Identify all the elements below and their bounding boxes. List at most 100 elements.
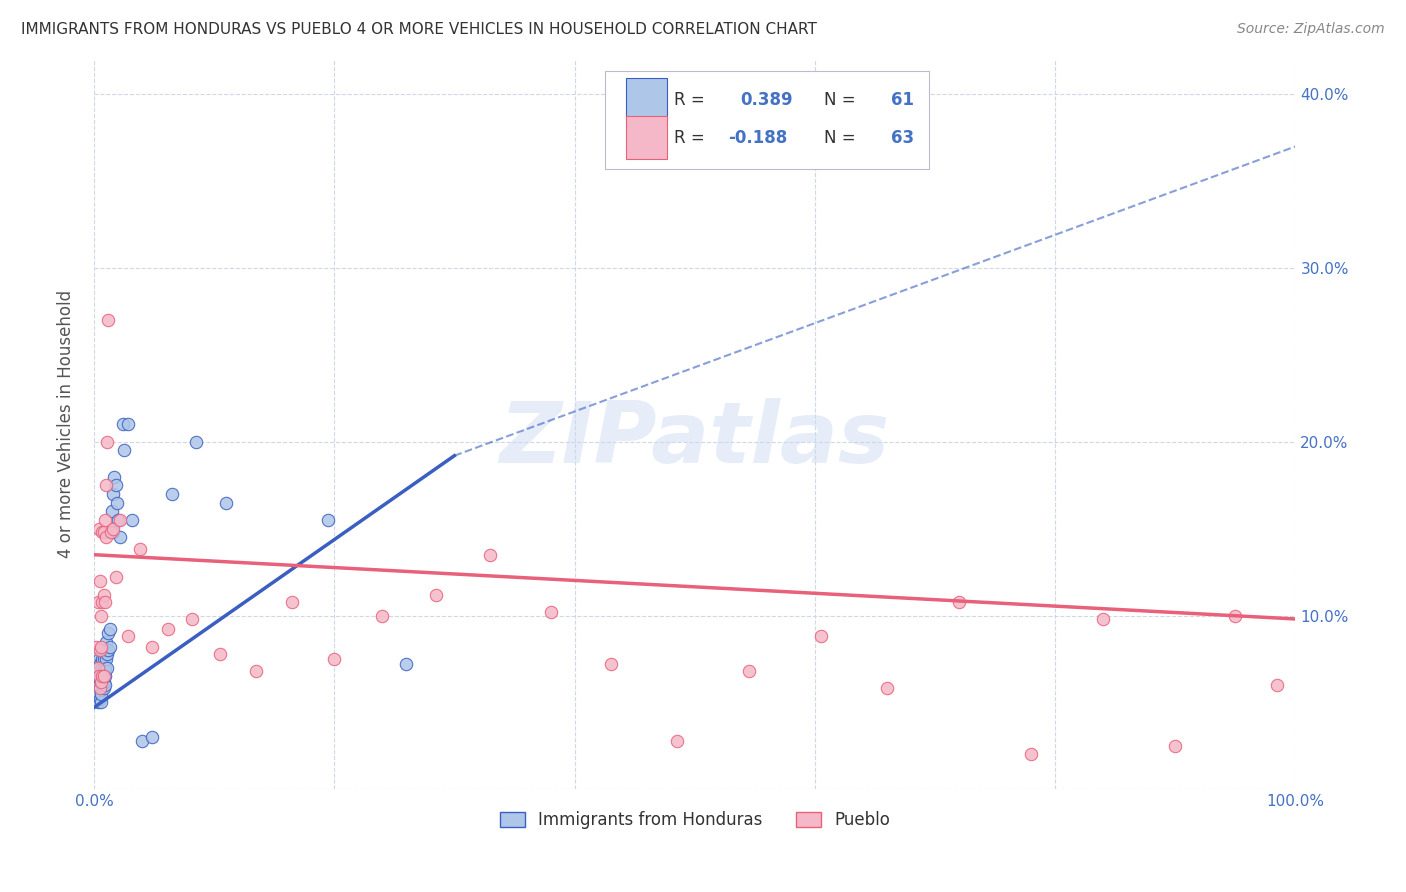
Point	[86, 657, 108, 672]
Text: -0.188: -0.188	[728, 128, 787, 146]
FancyBboxPatch shape	[626, 78, 666, 121]
Point	[86, 695, 108, 709]
Point	[91, 594, 114, 608]
Point	[87, 664, 110, 678]
Point	[540, 605, 562, 619]
Point	[93, 674, 115, 689]
Point	[395, 657, 418, 672]
Point	[104, 570, 127, 584]
Point	[157, 623, 180, 637]
Text: R =: R =	[675, 91, 710, 109]
Point	[98, 640, 121, 654]
Point	[90, 674, 112, 689]
Point	[101, 522, 124, 536]
Point	[91, 678, 114, 692]
Point	[1267, 678, 1289, 692]
Text: R =: R =	[675, 128, 710, 146]
Text: ZIPatlas: ZIPatlas	[499, 398, 890, 481]
Point	[121, 513, 143, 527]
Point	[86, 640, 108, 654]
Point	[117, 417, 139, 432]
Point	[97, 625, 120, 640]
Point	[91, 669, 114, 683]
Point	[86, 674, 108, 689]
Point	[181, 612, 204, 626]
Point	[89, 669, 111, 683]
Point	[101, 525, 124, 540]
Point	[91, 525, 114, 540]
Point	[1164, 739, 1187, 753]
Text: N =: N =	[824, 128, 862, 146]
Point	[89, 681, 111, 696]
Point	[1092, 612, 1115, 626]
Point	[665, 733, 688, 747]
Point	[94, 643, 117, 657]
Point	[141, 730, 163, 744]
Point	[948, 594, 970, 608]
Point	[93, 594, 115, 608]
Point	[281, 594, 304, 608]
Point	[91, 669, 114, 683]
Point	[93, 664, 115, 678]
Point	[103, 469, 125, 483]
Point	[86, 687, 108, 701]
Point	[91, 660, 114, 674]
Point	[1019, 747, 1042, 762]
Point	[89, 643, 111, 657]
Point	[738, 664, 761, 678]
Point	[86, 594, 108, 608]
Y-axis label: 4 or more Vehicles in Household: 4 or more Vehicles in Household	[58, 291, 75, 558]
Point	[94, 478, 117, 492]
Point	[93, 678, 115, 692]
Point	[323, 652, 346, 666]
Legend: Immigrants from Honduras, Pueblo: Immigrants from Honduras, Pueblo	[494, 805, 897, 836]
Point	[86, 681, 108, 696]
Point	[112, 443, 135, 458]
Point	[84, 692, 107, 706]
Point	[117, 629, 139, 643]
Point	[93, 681, 115, 696]
Point	[91, 643, 114, 657]
Point	[111, 417, 134, 432]
Point	[100, 525, 122, 540]
Point	[87, 687, 110, 701]
Point	[316, 513, 339, 527]
FancyBboxPatch shape	[626, 116, 666, 159]
Point	[96, 647, 118, 661]
Point	[93, 652, 115, 666]
Text: 63: 63	[890, 128, 914, 146]
Point	[105, 495, 128, 509]
Point	[90, 687, 112, 701]
Point	[107, 513, 129, 527]
Point	[141, 640, 163, 654]
Text: 0.389: 0.389	[741, 91, 793, 109]
Point	[87, 678, 110, 692]
Point	[97, 643, 120, 657]
Point	[160, 487, 183, 501]
Point	[93, 669, 115, 683]
Point	[93, 669, 115, 683]
Point	[90, 674, 112, 689]
Point	[101, 504, 124, 518]
Point	[101, 487, 124, 501]
Point	[89, 574, 111, 588]
Point	[128, 542, 150, 557]
Point	[100, 525, 122, 540]
Point	[97, 313, 120, 327]
Point	[104, 478, 127, 492]
Text: IMMIGRANTS FROM HONDURAS VS PUEBLO 4 OR MORE VEHICLES IN HOUSEHOLD CORRELATION C: IMMIGRANTS FROM HONDURAS VS PUEBLO 4 OR …	[21, 22, 817, 37]
Point	[96, 660, 118, 674]
Point	[94, 530, 117, 544]
FancyBboxPatch shape	[605, 70, 929, 169]
Point	[810, 629, 832, 643]
Point	[90, 664, 112, 678]
Point	[93, 588, 115, 602]
Point	[86, 669, 108, 683]
Point	[425, 588, 447, 602]
Point	[93, 525, 115, 540]
Point	[209, 647, 232, 661]
Point	[245, 664, 267, 678]
Point	[184, 434, 207, 449]
Point	[94, 652, 117, 666]
Point	[87, 652, 110, 666]
